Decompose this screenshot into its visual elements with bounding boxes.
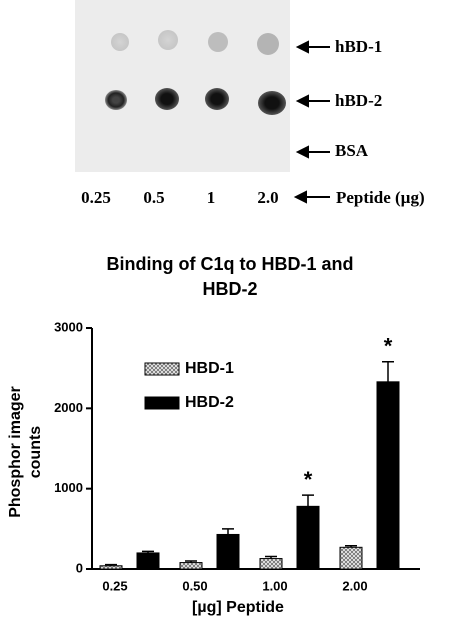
blot-row-label: BSA	[335, 141, 369, 160]
error-bar	[185, 560, 197, 563]
bar	[339, 546, 363, 570]
error-bar	[345, 544, 357, 548]
error-bar	[222, 528, 234, 535]
bar	[179, 562, 203, 570]
chart-title: Binding of C1q to HBD-1 and HBD-2	[106, 254, 354, 299]
error-bar	[265, 555, 277, 559]
error-bar	[105, 563, 117, 566]
blot-row-label: hBD-1	[335, 37, 382, 56]
significance-marker: *	[304, 467, 313, 492]
blot-column-label: 0.5	[143, 188, 164, 207]
x-tick-label: 0.25	[102, 578, 127, 593]
blot-column-label: 2.0	[257, 188, 278, 207]
legend-swatch	[144, 362, 180, 376]
bar	[259, 558, 283, 570]
y-tick-label: 0	[76, 560, 83, 575]
legend-label: HBD-2	[185, 394, 234, 411]
blot-column-label: 1	[207, 188, 216, 207]
y-tick-label: 3000	[54, 319, 83, 334]
bar	[216, 533, 240, 570]
significance-marker: *	[384, 334, 393, 359]
bar	[296, 505, 320, 570]
blot-image	[75, 0, 330, 204]
blot-column-label: 0.25	[81, 188, 111, 207]
blot-column-title: Peptide (µg)	[336, 188, 425, 207]
bar	[376, 381, 400, 570]
legend-label: HBD-1	[185, 360, 234, 377]
bar	[99, 565, 123, 570]
x-tick-label: 2.00	[342, 578, 367, 593]
y-tick-label: 1000	[54, 480, 83, 495]
error-bar	[302, 494, 314, 507]
y-axis-title: Phosphor imager counts	[7, 386, 44, 518]
x-axis-title: [µg] Peptide	[192, 599, 284, 616]
bar	[136, 552, 160, 570]
error-bar	[382, 360, 394, 382]
blot-row-label: hBD-2	[335, 91, 382, 110]
x-tick-label: 0.50	[182, 578, 207, 593]
legend-swatch	[144, 396, 180, 410]
error-bar	[142, 550, 154, 553]
y-tick-label: 2000	[54, 400, 83, 415]
x-tick-label: 1.00	[262, 578, 287, 593]
